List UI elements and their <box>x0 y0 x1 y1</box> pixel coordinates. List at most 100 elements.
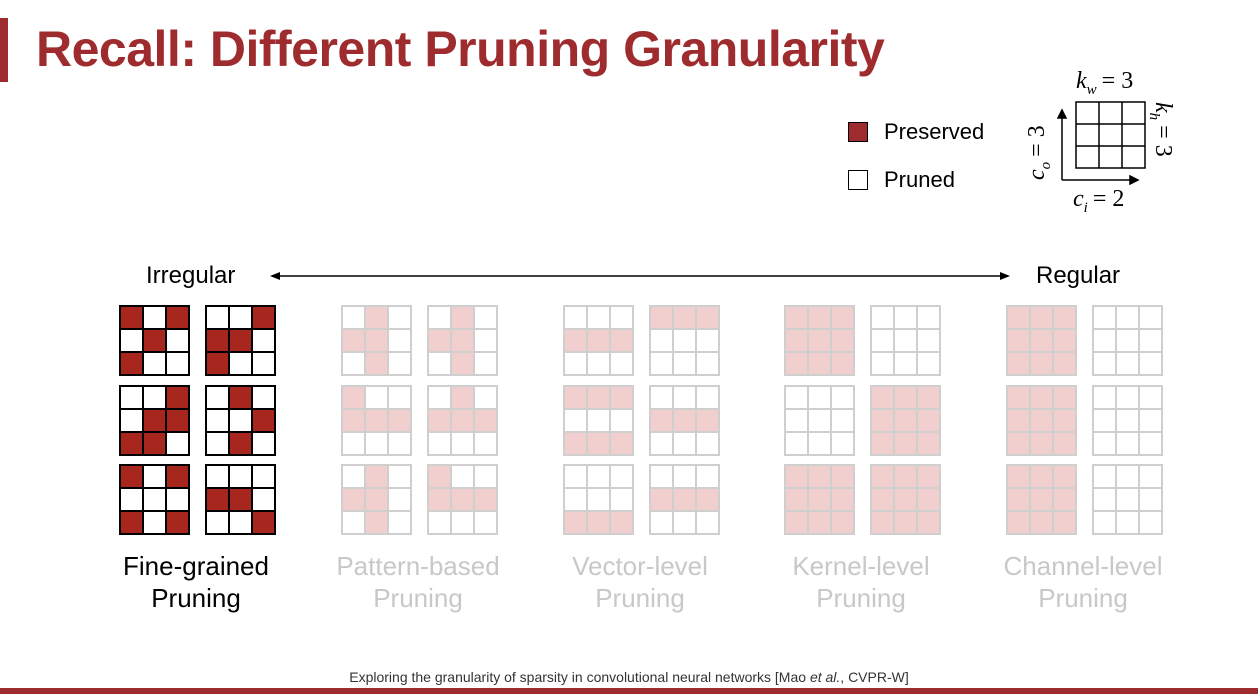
pruned-weight-cell <box>1139 306 1162 329</box>
preserved-weight-cell <box>1030 409 1053 432</box>
preserved-weight-cell <box>894 511 917 534</box>
preserved-swatch <box>848 122 868 142</box>
preserved-weight-cell <box>229 386 252 409</box>
pruned-weight-cell <box>428 432 451 455</box>
pruned-weight-cell <box>831 432 854 455</box>
preserved-weight-cell <box>1030 329 1053 352</box>
pruned-weight-cell <box>1116 386 1139 409</box>
pruned-weight-cell <box>673 465 696 488</box>
pruned-weight-cell <box>388 306 411 329</box>
preserved-weight-cell <box>451 386 474 409</box>
preserved-weight-cell <box>365 488 388 511</box>
preserved-weight-cell <box>610 511 633 534</box>
preserved-weight-cell <box>474 409 497 432</box>
pattern-based-kernel-grid <box>427 385 498 456</box>
preserved-weight-cell <box>808 352 831 375</box>
preserved-weight-cell <box>120 352 143 375</box>
bottom-accent-bar <box>0 688 1258 694</box>
pruned-weight-cell <box>1116 432 1139 455</box>
fine-grained-kernel-grid <box>119 305 190 376</box>
fine-grained-kernel-grid <box>205 464 276 535</box>
pruned-weight-cell <box>587 465 610 488</box>
pruned-weight-cell <box>871 352 894 375</box>
caption-kernel-level-line1: Kernel-level <box>792 551 930 581</box>
preserved-weight-cell <box>1007 386 1030 409</box>
kernel-grid <box>1075 101 1146 169</box>
pruned-weight-cell <box>831 409 854 432</box>
channel-level-kernel-grid <box>1092 464 1163 535</box>
preserved-weight-cell <box>808 306 831 329</box>
pruned-weight-cell <box>342 511 365 534</box>
citation-et-al: et al. <box>809 669 841 685</box>
pruned-weight-cell <box>143 511 166 534</box>
pruned-weight-cell <box>474 352 497 375</box>
preserved-weight-cell <box>564 511 587 534</box>
preserved-weight-cell <box>831 306 854 329</box>
preserved-weight-cell <box>120 306 143 329</box>
pruned-weight-cell <box>1093 352 1116 375</box>
pruned-weight-cell <box>1139 488 1162 511</box>
preserved-weight-cell <box>1053 409 1076 432</box>
pruned-weight-cell <box>785 386 808 409</box>
pruned-weight-cell <box>917 352 940 375</box>
pruned-weight-cell <box>650 511 673 534</box>
pruned-weight-cell <box>342 432 365 455</box>
pruned-weight-cell <box>696 386 719 409</box>
pruned-weight-cell <box>252 352 275 375</box>
preserved-weight-cell <box>252 306 275 329</box>
pruned-weight-cell <box>388 465 411 488</box>
channel-level-kernel-grid <box>1006 305 1077 376</box>
preserved-weight-cell <box>451 329 474 352</box>
channel-level-kernel-grid <box>1092 385 1163 456</box>
preserved-weight-cell <box>917 386 940 409</box>
preserved-weight-cell <box>1007 352 1030 375</box>
pruned-weight-cell <box>428 511 451 534</box>
caption-channel-level-line1: Channel-level <box>1003 551 1163 581</box>
pruned-weight-cell <box>696 465 719 488</box>
pruned-weight-cell <box>808 386 831 409</box>
irregular-label: Irregular <box>146 262 236 289</box>
pruned-weight-cell <box>1093 329 1116 352</box>
preserved-weight-cell <box>451 306 474 329</box>
pruned-weight-cell <box>1093 488 1116 511</box>
preserved-weight-cell <box>120 432 143 455</box>
pruned-weight-cell <box>1139 329 1162 352</box>
legend-preserved-label: Preserved <box>884 119 985 144</box>
preserved-weight-cell <box>1007 488 1030 511</box>
pruned-weight-cell <box>451 432 474 455</box>
preserved-weight-cell <box>894 465 917 488</box>
pruned-weight-cell <box>206 306 229 329</box>
preserved-weight-cell <box>1030 511 1053 534</box>
preserved-weight-cell <box>1053 329 1076 352</box>
preserved-weight-cell <box>365 329 388 352</box>
pruned-weight-cell <box>365 386 388 409</box>
preserved-weight-cell <box>650 306 673 329</box>
pruned-weight-cell <box>428 352 451 375</box>
preserved-weight-cell <box>1030 352 1053 375</box>
pruned-weight-cell <box>1116 409 1139 432</box>
preserved-weight-cell <box>206 488 229 511</box>
pruned-weight-cell <box>120 409 143 432</box>
caption-fine-grained: Fine-grained Pruning <box>96 550 296 614</box>
pruned-weight-cell <box>696 329 719 352</box>
preserved-weight-cell <box>1053 432 1076 455</box>
pruned-weight-cell <box>650 432 673 455</box>
pruned-weight-cell <box>808 432 831 455</box>
pruned-weight-cell <box>871 306 894 329</box>
preserved-weight-cell <box>917 465 940 488</box>
caption-kernel-level: Kernel-level Pruning <box>761 550 961 614</box>
kernel-level-kernel-grid <box>870 385 941 456</box>
pruned-weight-cell <box>587 352 610 375</box>
pruned-weight-cell <box>673 511 696 534</box>
fine-grained-kernel-grid <box>205 305 276 376</box>
pruned-weight-cell <box>610 306 633 329</box>
pruned-weight-cell <box>1093 386 1116 409</box>
pruned-weight-cell <box>1139 511 1162 534</box>
legend-pruned: Pruned <box>848 164 984 196</box>
preserved-weight-cell <box>206 352 229 375</box>
preserved-weight-cell <box>785 511 808 534</box>
slide-title: Recall: Different Pruning Granularity <box>36 21 885 77</box>
pruned-weight-cell <box>785 432 808 455</box>
preserved-weight-cell <box>1030 488 1053 511</box>
preserved-weight-cell <box>474 488 497 511</box>
